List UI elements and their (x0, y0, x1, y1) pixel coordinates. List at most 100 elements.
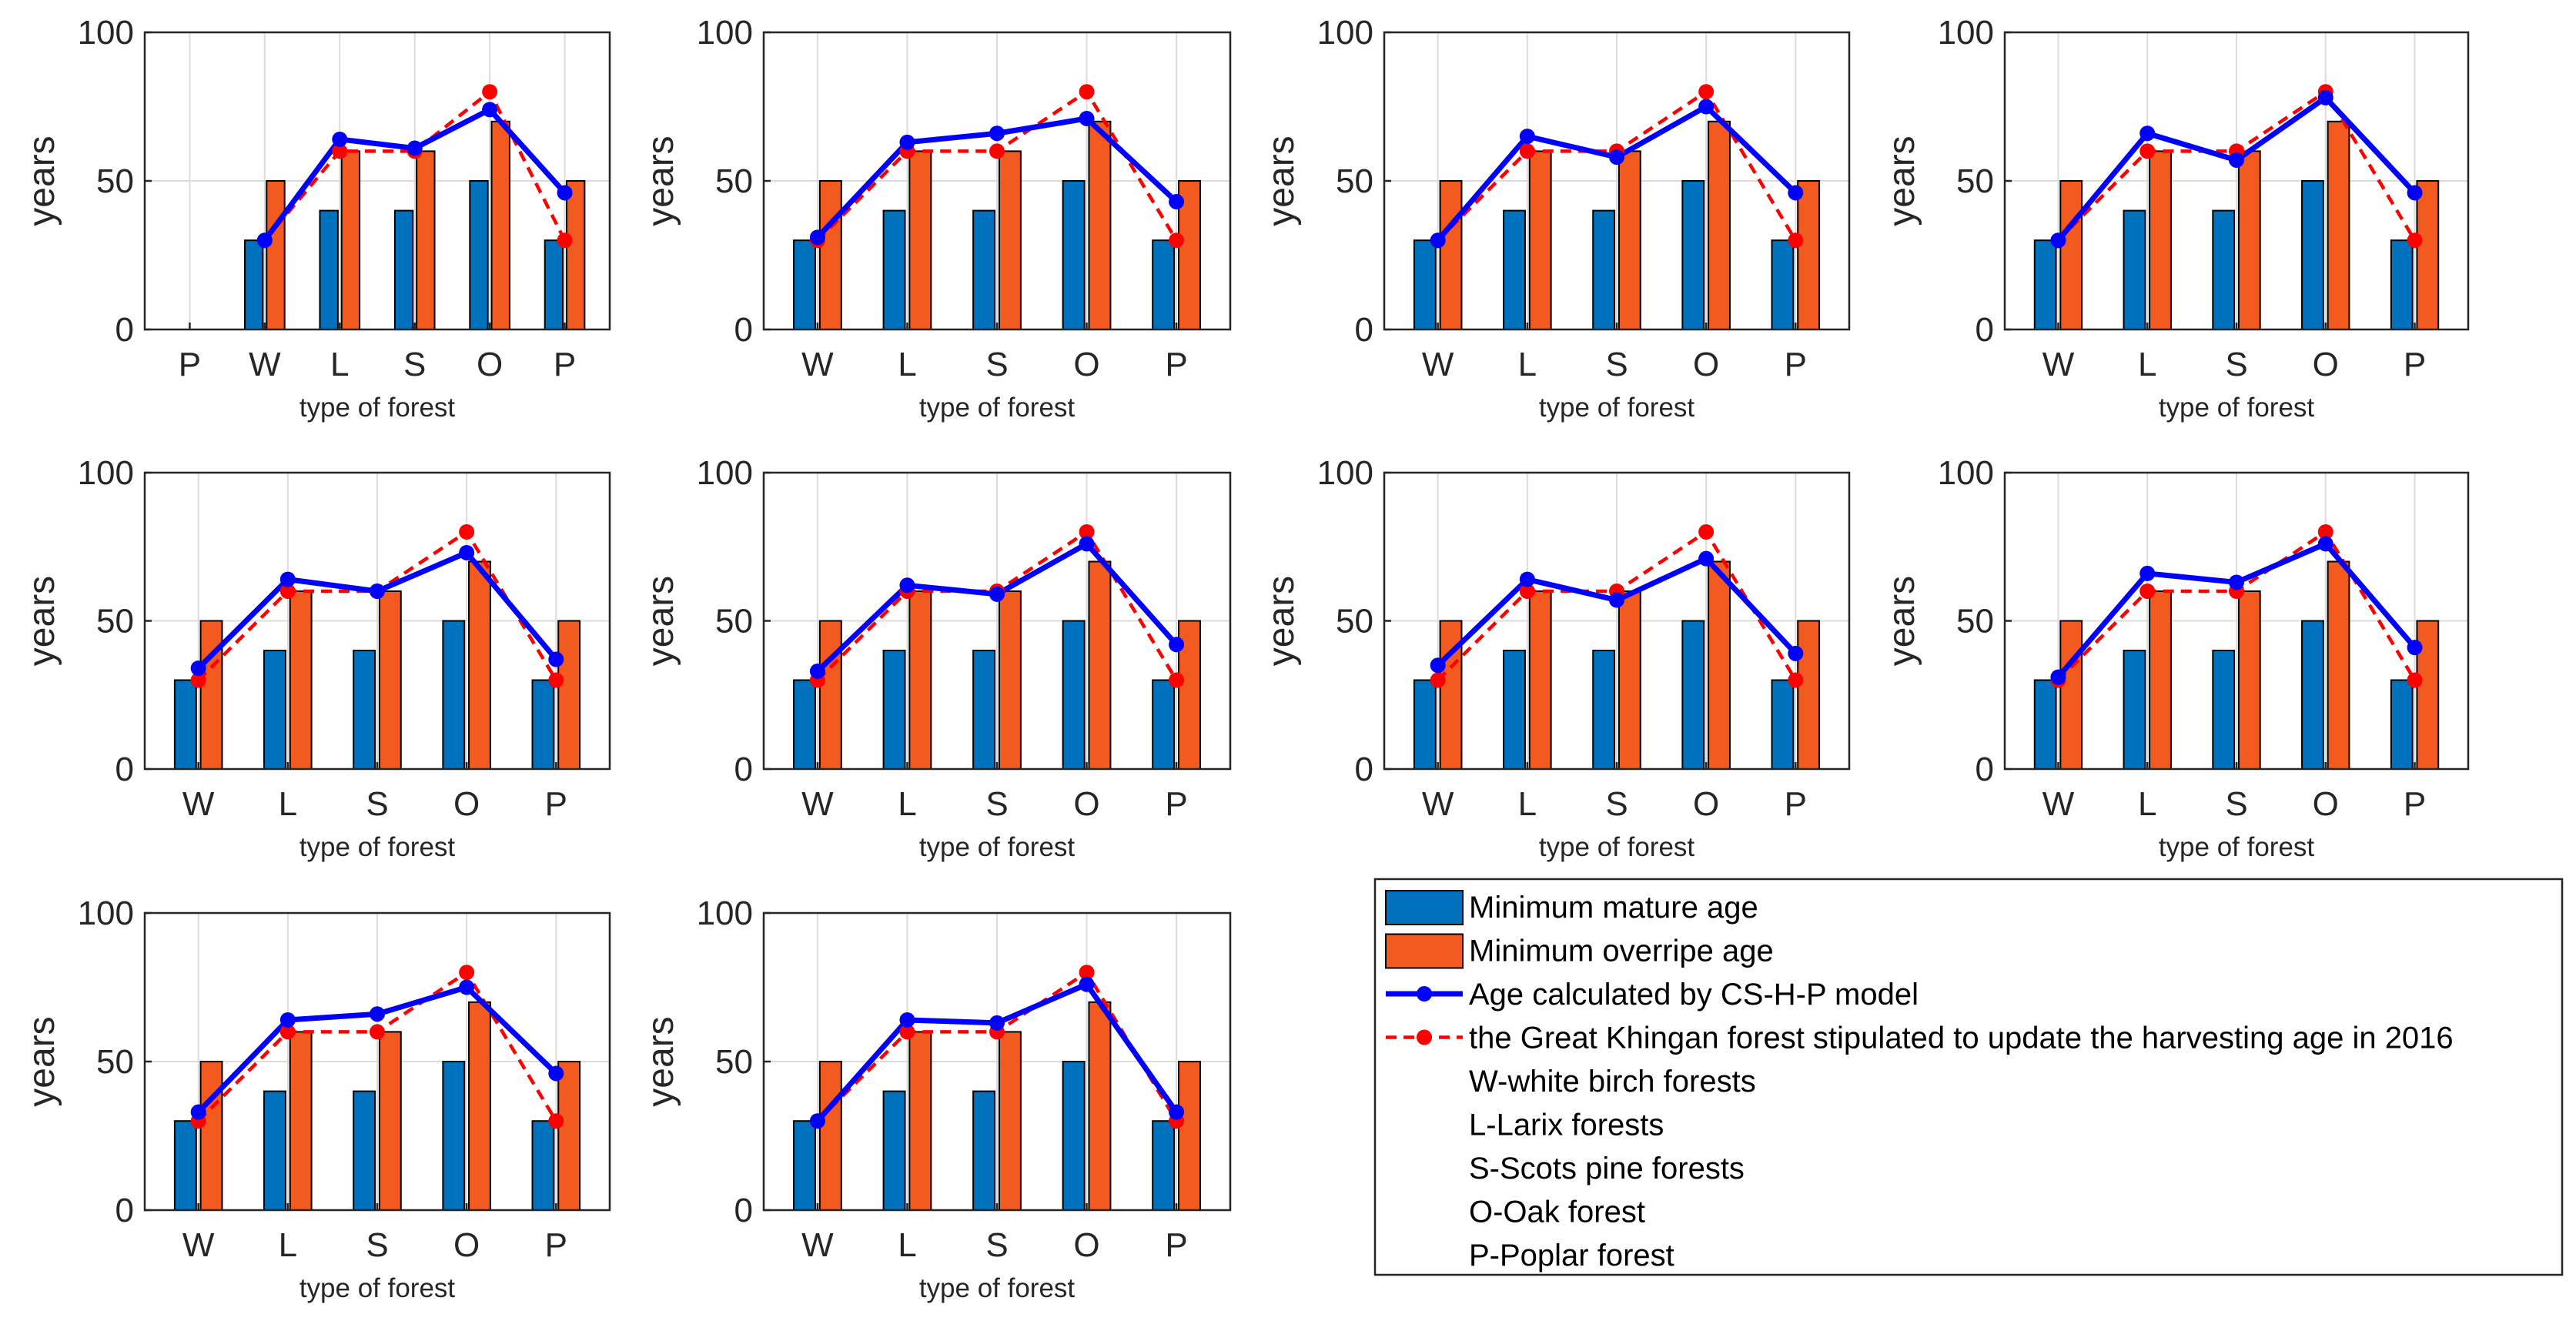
bar-overripe (1618, 150, 1641, 330)
x-tick-label: L (330, 346, 349, 383)
bar-mature (263, 650, 286, 770)
bar-mature (882, 650, 906, 770)
bar-mature (1681, 620, 1705, 770)
bar-mature (882, 209, 906, 330)
bar-mature (393, 209, 414, 330)
marker-model (989, 1015, 1005, 1031)
legend-swatch (1385, 890, 1464, 925)
bar-overripe (557, 620, 581, 770)
marker-model (1609, 592, 1624, 608)
y-axis-label: years (1882, 135, 1922, 226)
x-tick-label: P (2404, 346, 2426, 383)
x-tick-label: W (801, 1226, 834, 1264)
x-tick-label: P (179, 346, 201, 383)
x-axis-label: type of forest (919, 1273, 1076, 1303)
bar-overripe (908, 150, 932, 330)
subplot-5: W L S O P 0 50 100 type of forest years (22, 454, 611, 862)
x-tick-label: P (545, 1226, 567, 1264)
x-tick-label: S (2225, 785, 2247, 823)
marker-model (2139, 125, 2156, 142)
bar-mature (1062, 180, 1086, 330)
marker-model (899, 577, 915, 594)
legend-entry: L-Larix forests (1469, 1109, 1664, 1142)
x-tick-label: P (545, 785, 567, 823)
x-axis-label: type of forest (299, 393, 456, 423)
bar-mature (2301, 620, 2324, 770)
x-tick-label: W (182, 785, 215, 823)
marker-stipulated (1698, 84, 1715, 100)
bar-overripe (490, 120, 510, 331)
bar-overripe (2149, 150, 2172, 330)
bar-overripe (1088, 560, 1112, 770)
marker-model (482, 102, 498, 118)
marker-stipulated (279, 1024, 296, 1040)
bar-overripe (199, 620, 223, 770)
subplot-1: P W L S O P 0 50 100 type of forest years (22, 14, 611, 423)
y-tick-label: 50 (1336, 162, 1373, 200)
bar-mature (2123, 209, 2146, 330)
bar-mature (972, 650, 996, 770)
bar-mature (1413, 679, 1437, 770)
marker-model (190, 1104, 206, 1120)
y-axis-label: years (1261, 135, 1302, 226)
marker-stipulated (2139, 143, 2156, 159)
marker-model (2229, 152, 2244, 168)
x-tick-label: O (453, 1226, 480, 1264)
bar-overripe (1088, 1001, 1112, 1212)
x-tick-label: W (801, 346, 834, 383)
x-tick-label: O (453, 785, 480, 823)
bar-mature (1503, 209, 1526, 330)
marker-model (548, 651, 564, 667)
marker-model (1169, 1104, 1185, 1120)
legend-entry: W-white birch forests (1469, 1065, 1756, 1099)
bar-overripe (378, 1031, 402, 1212)
x-axis-label: type of forest (299, 1273, 456, 1303)
y-axis-label: years (22, 576, 62, 666)
marker-model (899, 134, 915, 150)
marker-model (2407, 185, 2423, 201)
legend-label: L-Larix forests (1469, 1109, 1664, 1142)
y-axis-label: years (22, 1016, 62, 1106)
y-tick-label: 0 (734, 751, 753, 788)
marker-model (557, 185, 573, 201)
bar-mature (1592, 650, 1616, 770)
marker-stipulated (2317, 524, 2333, 540)
marker-model (1788, 645, 1804, 661)
legend-label: the Great Khingan forest stipulated to u… (1469, 1022, 2454, 1055)
bar-mature (544, 239, 564, 331)
marker-stipulated (1079, 84, 1095, 100)
x-tick-label: O (1073, 785, 1099, 823)
bar-overripe (557, 1061, 581, 1211)
y-tick-label: 0 (734, 311, 753, 349)
marker-stipulated (370, 1024, 385, 1040)
marker-model (1609, 149, 1624, 166)
bar-overripe (1439, 180, 1463, 330)
marker-stipulated (899, 1024, 915, 1040)
bar-mature (531, 679, 555, 770)
x-tick-label: L (2138, 785, 2156, 823)
x-axis-label: type of forest (1539, 832, 1695, 862)
y-tick-label: 100 (1938, 14, 1994, 52)
bar-overripe (1618, 590, 1641, 770)
marker-stipulated (1788, 232, 1804, 249)
marker-stipulated (279, 584, 296, 599)
legend-swatch (1385, 933, 1464, 969)
y-tick-label: 0 (115, 1192, 134, 1229)
y-tick-label: 0 (1975, 751, 1994, 788)
x-tick-label: P (1165, 1226, 1187, 1264)
subplot-10: W L S O P 0 50 100 type of forest years (641, 895, 1232, 1303)
bar-overripe (2237, 590, 2261, 770)
bar-overripe (1177, 1061, 1201, 1211)
y-axis-label: years (22, 135, 62, 226)
bar-overripe (2327, 560, 2350, 770)
legend-entry: Minimum overripe age (1385, 933, 1774, 969)
bar-mature (531, 1120, 555, 1211)
y-tick-label: 50 (1956, 603, 1994, 640)
bar-overripe (1708, 120, 1731, 331)
bar-mature (2033, 239, 2057, 331)
bar-mature (2123, 650, 2146, 770)
marker-stipulated (332, 143, 348, 159)
marker-model (1430, 657, 1446, 674)
y-tick-label: 100 (697, 454, 753, 492)
bar-mature (1681, 180, 1705, 330)
